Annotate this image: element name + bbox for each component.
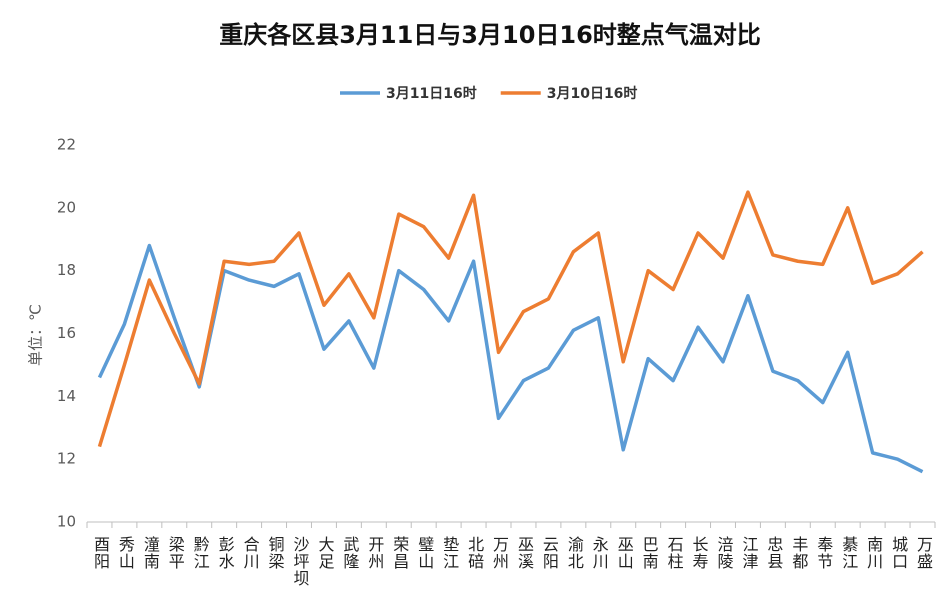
x-tick-label: 沙坪坝 — [291, 536, 310, 587]
x-tick-label: 北碚 — [465, 536, 484, 570]
chart-title: 重庆各区县3月11日与3月10日16时整点气温对比 — [219, 21, 761, 49]
x-tick-label: 荣昌 — [390, 536, 409, 570]
x-tick-label: 万盛 — [914, 536, 933, 570]
y-tick-label: 20 — [57, 198, 76, 216]
x-tick-label: 城口 — [889, 536, 908, 570]
x-tick-label: 彭水 — [216, 536, 235, 570]
x-tick-label: 渝北 — [565, 536, 584, 570]
x-tick-label: 綦江 — [839, 536, 858, 570]
x-tick-label: 江津 — [739, 536, 758, 570]
x-tick-label: 秀山 — [116, 536, 135, 570]
x-tick-label: 南川 — [864, 536, 883, 570]
x-tick-label: 涪陵 — [715, 536, 734, 570]
line-series — [97, 190, 924, 448]
line-series — [97, 243, 924, 474]
x-tick-label: 石柱 — [665, 536, 684, 570]
y-tick-label: 12 — [57, 450, 76, 468]
x-tick-label: 永川 — [590, 536, 609, 570]
x-tick-label: 垫江 — [440, 536, 459, 570]
x-tick-label: 黔江 — [191, 536, 210, 570]
legend-label: 3月11日16时 — [386, 85, 477, 102]
x-tick-label: 巴南 — [640, 536, 659, 570]
x-tick-label: 璧山 — [415, 535, 434, 570]
x-tick-label: 武隆 — [340, 536, 359, 570]
x-tick-label: 万州 — [490, 536, 509, 570]
y-axis-label: 单位：℃ — [27, 304, 45, 366]
x-tick-label: 长寿 — [690, 536, 709, 570]
x-tick-label: 潼南 — [141, 536, 160, 570]
y-tick-label: 10 — [57, 513, 76, 531]
x-tick-label: 云阳 — [540, 536, 559, 570]
x-tick-label: 梁平 — [166, 536, 185, 570]
y-tick-label: 14 — [57, 387, 76, 405]
x-tick-label: 合川 — [241, 536, 260, 570]
x-tick-label: 大足 — [315, 536, 334, 570]
x-tick-label: 酉阳 — [91, 536, 110, 570]
y-tick-label: 22 — [57, 136, 76, 154]
y-tick-label: 16 — [57, 324, 76, 342]
x-tick-label: 铜梁 — [266, 536, 285, 570]
x-tick-label: 丰都 — [789, 536, 808, 570]
x-tick-label: 忠县 — [764, 536, 783, 570]
legend-label: 3月10日16时 — [547, 85, 638, 102]
x-tick-label: 奉节 — [814, 536, 833, 570]
x-tick-label: 开州 — [365, 536, 384, 570]
y-tick-label: 18 — [57, 261, 76, 279]
x-tick-label: 巫山 — [615, 536, 634, 570]
x-tick-label: 巫溪 — [515, 536, 534, 570]
